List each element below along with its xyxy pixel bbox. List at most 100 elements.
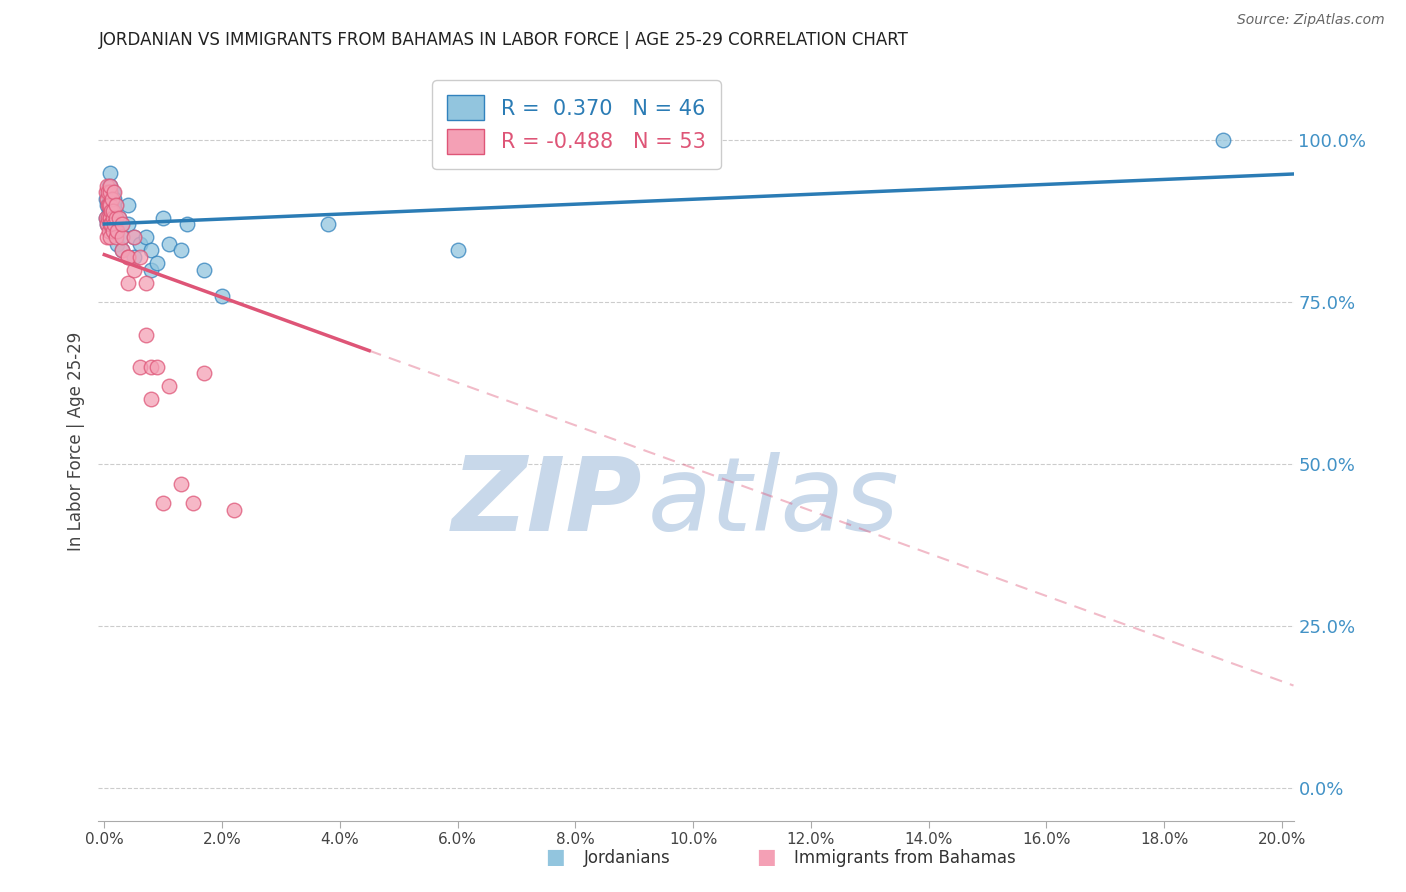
Point [122,230,145,244]
Text: Jordanians: Jordanians [583,849,671,867]
Point [98,204,121,219]
Point [152,211,174,225]
Point [128,250,150,264]
Point [122,250,145,264]
Text: Immigrants from Bahamas: Immigrants from Bahamas [794,849,1017,867]
Point [96,192,118,206]
Point [96,178,118,193]
Point [98,198,121,212]
Legend: R =  0.370   N = 46, R = -0.488   N = 53: R = 0.370 N = 46, R = -0.488 N = 53 [433,80,720,169]
Point [141,244,163,258]
Point [122,230,145,244]
Point [98,178,121,193]
Point [105,198,128,212]
Point [134,327,156,342]
Point [111,218,134,232]
Point [105,211,128,225]
Text: JORDANIAN VS IMMIGRANTS FROM BAHAMAS IN LABOR FORCE | AGE 25-29 CORRELATION CHAR: JORDANIAN VS IMMIGRANTS FROM BAHAMAS IN … [98,31,908,49]
Point [111,230,134,244]
Point [170,476,193,491]
Point [446,244,468,258]
Point [98,224,121,238]
Point [98,204,121,219]
Point [98,192,121,206]
Point [100,185,122,199]
Point [111,230,134,244]
Point [101,192,124,206]
Point [97,185,120,199]
Point [157,379,180,393]
Text: Source: ZipAtlas.com: Source: ZipAtlas.com [1237,13,1385,28]
Point [222,502,245,516]
Point [105,236,128,251]
Point [117,198,139,212]
Point [98,218,121,232]
Point [105,224,128,238]
Point [108,211,131,225]
Point [117,218,139,232]
Point [141,262,163,277]
Point [170,244,193,258]
Point [98,230,121,244]
Y-axis label: In Labor Force | Age 25-29: In Labor Force | Age 25-29 [66,332,84,551]
Point [101,211,124,225]
Point [176,218,198,232]
Point [1212,133,1234,147]
Point [193,262,215,277]
Point [98,211,121,225]
Point [98,166,121,180]
Point [94,185,117,199]
Text: ZIP: ZIP [451,451,643,553]
Text: atlas: atlas [648,452,900,552]
Point [98,178,121,193]
Point [103,218,125,232]
Point [100,218,122,232]
Point [96,198,118,212]
Point [157,236,180,251]
Point [101,211,124,225]
Point [103,192,125,206]
Point [111,244,134,258]
Point [100,198,122,212]
Point [97,211,120,225]
Point [108,211,131,225]
Point [96,218,118,232]
Point [94,211,117,225]
Point [101,224,124,238]
Text: ■: ■ [546,847,565,867]
Point [98,192,121,206]
Point [105,198,128,212]
Point [146,256,169,270]
Point [101,185,124,199]
Point [97,198,120,212]
Point [98,198,121,212]
Point [103,185,125,199]
Point [94,192,117,206]
Point [181,496,204,510]
Text: ■: ■ [756,847,776,867]
Point [141,392,163,407]
Point [96,230,118,244]
Point [134,276,156,290]
Point [97,211,120,225]
Point [128,236,150,251]
Point [98,185,121,199]
Point [98,178,121,193]
Point [152,496,174,510]
Point [100,204,122,219]
Point [117,250,139,264]
Point [141,359,163,374]
Point [316,218,339,232]
Point [128,359,150,374]
Point [111,218,134,232]
Point [211,289,233,303]
Point [111,244,134,258]
Point [134,230,156,244]
Point [117,276,139,290]
Point [96,218,118,232]
Point [98,211,121,225]
Point [105,224,128,238]
Point [97,185,120,199]
Point [105,230,128,244]
Point [105,211,128,225]
